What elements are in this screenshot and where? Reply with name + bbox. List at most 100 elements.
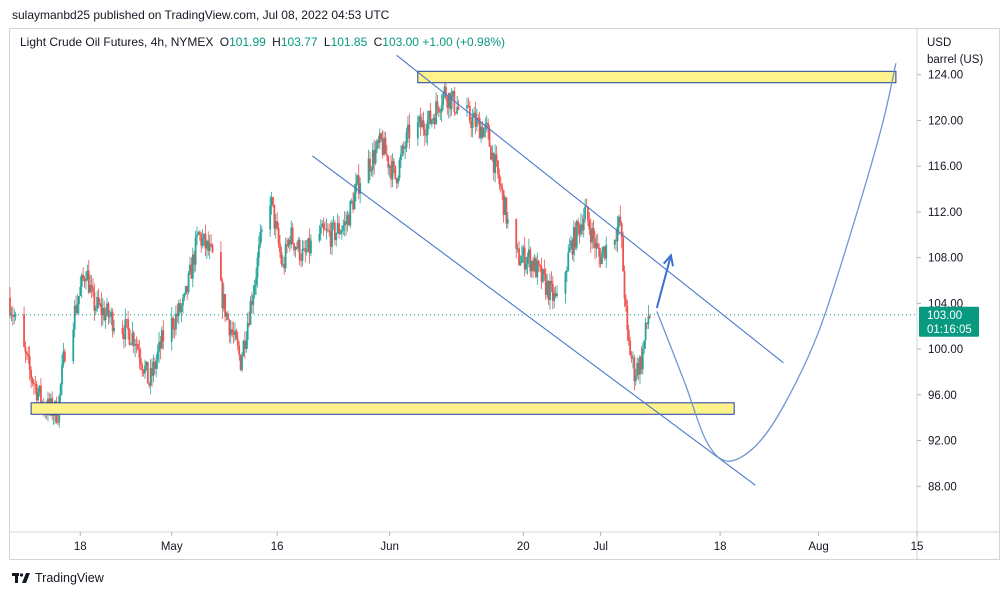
candle-body — [186, 285, 189, 293]
candle-body — [142, 370, 145, 374]
candle-body — [580, 224, 582, 235]
candle-body — [324, 228, 326, 230]
time-tick-label: May — [161, 541, 183, 553]
candle-body — [197, 232, 200, 235]
candle-body — [383, 137, 385, 155]
time-tick-label: 15 — [911, 541, 924, 553]
candle-body — [294, 247, 297, 251]
candle-body — [432, 118, 435, 120]
candle-body — [78, 296, 80, 305]
candle-body — [522, 247, 525, 257]
candle-body — [504, 197, 506, 215]
candle-body — [515, 218, 518, 249]
candle-body — [152, 362, 155, 376]
symbol-info: Light Crude Oil Futures, 4h, NYMEX O101.… — [20, 35, 505, 49]
candle-body — [338, 223, 340, 234]
candle-body — [130, 344, 132, 345]
candle-body — [535, 258, 537, 278]
candle-body — [156, 351, 159, 361]
candle-body — [480, 126, 482, 139]
candle-body — [245, 339, 248, 350]
candle-body — [298, 239, 301, 261]
candle-body — [281, 263, 284, 265]
candle-body — [94, 308, 97, 311]
tradingview-logo[interactable]: TradingView — [12, 571, 104, 585]
candle-body — [104, 313, 107, 321]
candle-body — [76, 304, 79, 314]
candle-body — [542, 269, 544, 282]
candle-body — [61, 364, 63, 385]
candle-body — [138, 349, 141, 359]
candle-body — [279, 243, 281, 253]
candle-body — [243, 340, 246, 350]
footer: TradingView — [0, 566, 1001, 594]
candle-body — [31, 378, 34, 384]
candle-body — [478, 118, 481, 139]
candle-body — [249, 300, 252, 325]
candle-body — [345, 221, 347, 225]
time-axis: 18 May 16 Jun 20 Jul 18 Aug 15 — [10, 531, 1000, 553]
candle-body — [533, 258, 536, 271]
candle-body — [356, 175, 359, 184]
publish-bar: sulaymanbd25 published on TradingView.co… — [0, 0, 1001, 28]
candle-body — [124, 319, 127, 340]
candle-body — [286, 244, 288, 246]
candle-body — [253, 285, 256, 295]
candle-body — [578, 225, 581, 235]
candle-body — [359, 183, 362, 194]
close-label: C — [373, 35, 383, 49]
time-tick-label: Jul — [593, 541, 608, 553]
candle-body — [107, 303, 110, 318]
candle-body — [404, 147, 407, 150]
candle-body — [377, 140, 380, 143]
candle-body — [210, 243, 212, 246]
candle-body — [647, 316, 650, 324]
candle-body — [421, 120, 423, 128]
candle-body — [443, 86, 446, 94]
annotations-layer — [10, 54, 917, 486]
candle-body — [475, 117, 478, 127]
candle-body — [221, 280, 224, 309]
candle-body — [204, 233, 207, 249]
candle-body — [400, 153, 402, 161]
candle-body — [487, 122, 490, 130]
candle-body — [450, 95, 453, 110]
candle-body — [495, 154, 498, 161]
candle-body — [141, 364, 144, 371]
candle-body — [283, 263, 286, 269]
candle-body — [376, 140, 378, 150]
candle-body — [381, 139, 384, 155]
candle-body — [288, 239, 291, 245]
candle-body — [211, 245, 214, 253]
change-value: +1.00 (+0.98%) — [422, 35, 506, 49]
candle-body — [153, 362, 156, 369]
candle-body — [497, 160, 499, 175]
price-unit: USD barrel (US) — [927, 35, 983, 69]
last-price-countdown: 01:16:05 — [927, 324, 972, 336]
candle-body — [287, 239, 290, 246]
candle-body — [352, 200, 355, 210]
candle-body — [259, 232, 262, 246]
candle-body — [176, 313, 179, 317]
candle-body — [269, 205, 272, 230]
candle-body — [398, 160, 401, 179]
candle-body — [329, 231, 332, 247]
candle-body — [373, 150, 376, 164]
candle-body — [520, 256, 523, 263]
candle-body — [189, 264, 191, 273]
candle-body — [581, 224, 584, 231]
candle-body — [331, 222, 333, 247]
candle-body — [257, 245, 260, 258]
candle-body — [170, 317, 173, 342]
candle-body — [452, 91, 454, 96]
candle-body — [134, 344, 137, 346]
price-tick-label: 96.00 — [928, 390, 957, 402]
candle-body — [596, 243, 599, 249]
candle-body — [422, 120, 425, 130]
chart-frame[interactable] — [9, 28, 1000, 560]
candle-body — [605, 244, 608, 259]
candle-body — [155, 360, 158, 369]
candle-body — [471, 116, 474, 129]
candle-body — [321, 223, 324, 227]
